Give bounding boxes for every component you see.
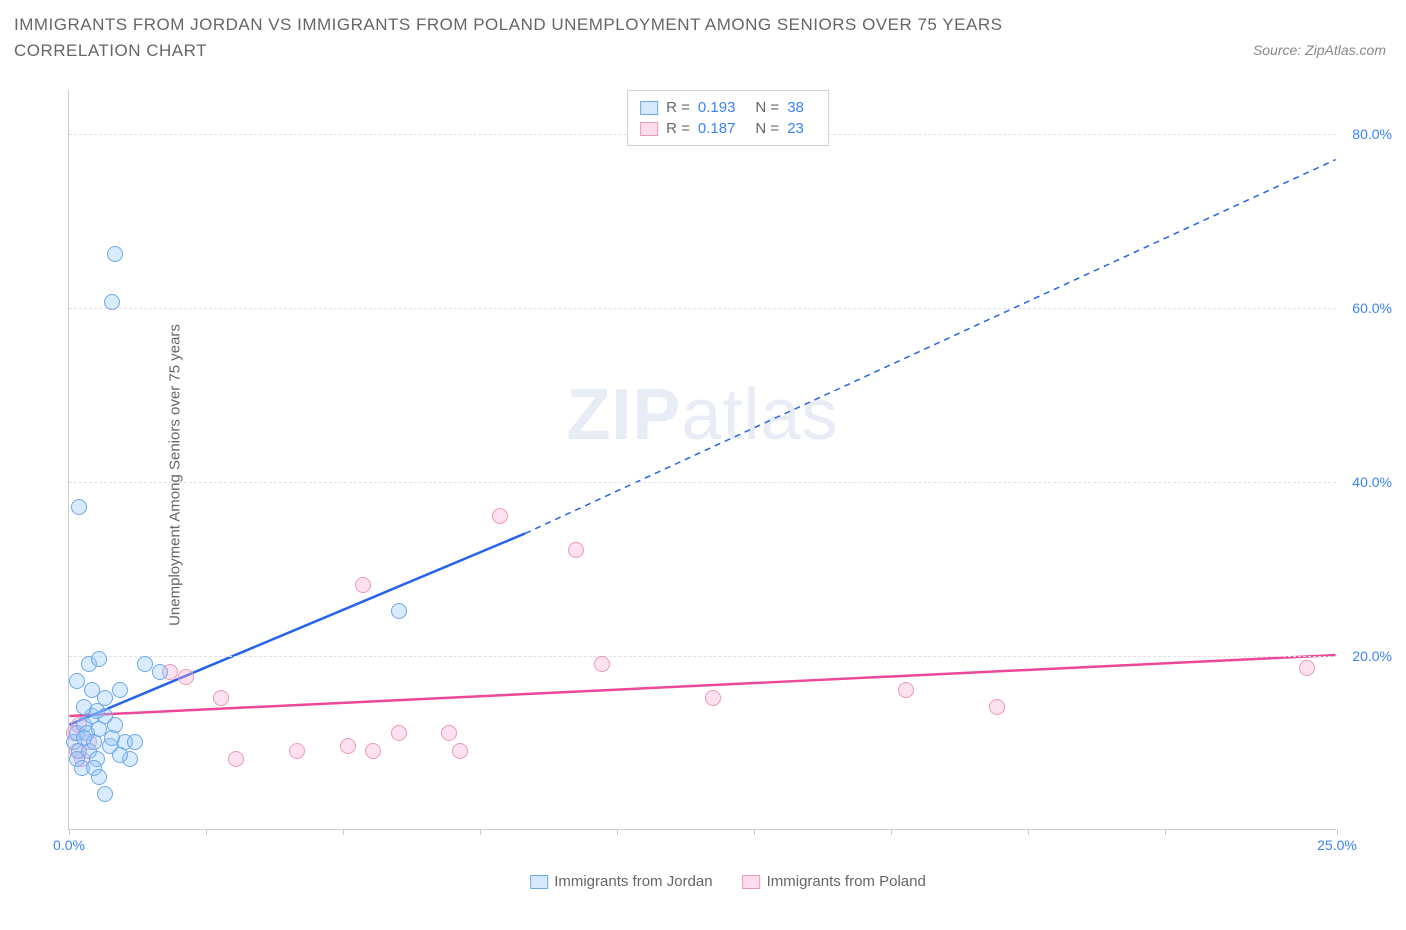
scatter-point-poland: [289, 743, 305, 759]
scatter-point-jordan: [104, 730, 120, 746]
legend-item-jordan: Immigrants from Jordan: [530, 873, 712, 890]
trend-line: [525, 160, 1335, 534]
scatter-point-jordan: [89, 703, 105, 719]
scatter-point-jordan: [112, 747, 128, 763]
swatch-poland: [743, 875, 761, 889]
scatter-point-jordan: [152, 664, 168, 680]
scatter-point-jordan: [69, 673, 85, 689]
n-value-jordan: 38: [787, 99, 804, 116]
watermark-zip: ZIP: [566, 375, 681, 455]
scatter-point-poland: [568, 542, 584, 558]
scatter-point-poland: [391, 725, 407, 741]
y-tick-label: 60.0%: [1352, 300, 1392, 316]
scatter-point-poland: [1299, 660, 1315, 676]
chart-area: Unemployment Among Seniors over 75 years…: [68, 90, 1388, 860]
n-label: N =: [755, 99, 779, 116]
y-tick-label: 40.0%: [1352, 474, 1392, 490]
y-tick-label: 80.0%: [1352, 126, 1392, 142]
plot-region: ZIPatlas 20.0%40.0%60.0%80.0%0.0%25.0%: [68, 90, 1336, 830]
trend-lines: [69, 90, 1336, 829]
scatter-point-poland: [989, 699, 1005, 715]
scatter-point-jordan: [76, 730, 92, 746]
r-label: R =: [666, 99, 690, 116]
n-label: N =: [755, 120, 779, 137]
scatter-point-poland: [365, 743, 381, 759]
x-tick-mark: [343, 829, 344, 835]
scatter-point-poland: [492, 508, 508, 524]
stats-legend: R = 0.193 N = 38 R = 0.187 N = 23: [627, 90, 829, 146]
x-tick-label: 25.0%: [1317, 837, 1357, 853]
swatch-poland: [640, 122, 658, 136]
stats-row-jordan: R = 0.193 N = 38: [640, 97, 816, 118]
trend-line: [69, 655, 1335, 716]
x-tick-mark: [617, 829, 618, 835]
x-tick-mark: [480, 829, 481, 835]
scatter-point-jordan: [107, 246, 123, 262]
scatter-point-poland: [355, 577, 371, 593]
y-tick-label: 20.0%: [1352, 648, 1392, 664]
x-tick-label: 0.0%: [53, 837, 85, 853]
source-attribution: Source: ZipAtlas.com: [1253, 42, 1386, 58]
scatter-point-jordan: [91, 651, 107, 667]
watermark-atlas: atlas: [681, 375, 838, 455]
scatter-point-jordan: [112, 682, 128, 698]
scatter-point-poland: [705, 690, 721, 706]
swatch-jordan: [530, 875, 548, 889]
legend-item-poland: Immigrants from Poland: [743, 873, 926, 890]
x-tick-mark: [754, 829, 755, 835]
scatter-point-jordan: [97, 786, 113, 802]
scatter-point-poland: [178, 669, 194, 685]
x-tick-mark: [1165, 829, 1166, 835]
trend-line: [69, 533, 525, 724]
scatter-point-poland: [898, 682, 914, 698]
scatter-point-jordan: [91, 769, 107, 785]
gridline: [69, 482, 1336, 483]
x-tick-mark: [1028, 829, 1029, 835]
scatter-point-poland: [441, 725, 457, 741]
legend-label-poland: Immigrants from Poland: [767, 873, 926, 890]
scatter-point-poland: [340, 738, 356, 754]
x-tick-mark: [891, 829, 892, 835]
x-tick-mark: [1337, 829, 1338, 835]
n-value-poland: 23: [787, 120, 804, 137]
stats-row-poland: R = 0.187 N = 23: [640, 118, 816, 139]
scatter-point-jordan: [104, 294, 120, 310]
gridline: [69, 308, 1336, 309]
r-value-poland: 0.187: [698, 120, 736, 137]
r-value-jordan: 0.193: [698, 99, 736, 116]
scatter-point-jordan: [391, 603, 407, 619]
legend-label-jordan: Immigrants from Jordan: [554, 873, 712, 890]
scatter-point-poland: [594, 656, 610, 672]
scatter-point-poland: [228, 751, 244, 767]
scatter-point-poland: [213, 690, 229, 706]
scatter-point-jordan: [84, 682, 100, 698]
gridline: [69, 656, 1336, 657]
chart-title: IMMIGRANTS FROM JORDAN VS IMMIGRANTS FRO…: [14, 12, 1134, 63]
swatch-jordan: [640, 101, 658, 115]
x-tick-mark: [69, 829, 70, 835]
r-label: R =: [666, 120, 690, 137]
series-legend: Immigrants from Jordan Immigrants from P…: [530, 873, 926, 890]
scatter-point-jordan: [127, 734, 143, 750]
scatter-point-jordan: [71, 499, 87, 515]
watermark: ZIPatlas: [566, 374, 838, 456]
scatter-point-poland: [452, 743, 468, 759]
x-tick-mark: [206, 829, 207, 835]
scatter-point-jordan: [137, 656, 153, 672]
